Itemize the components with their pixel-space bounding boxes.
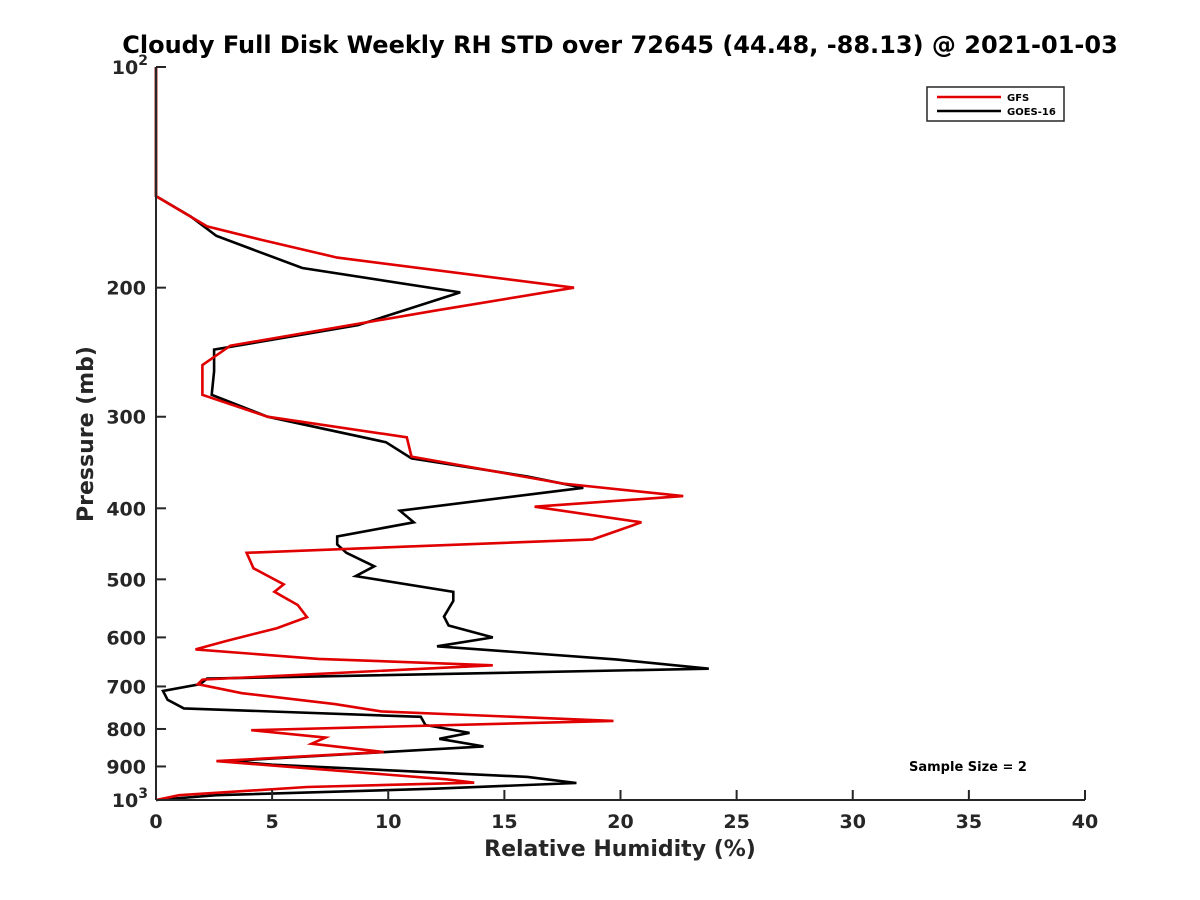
legend-box: [926, 86, 1065, 122]
y-tick-label: 600: [106, 627, 146, 649]
y-tick-label: 800: [106, 719, 146, 741]
legend: GFS GOES-16: [926, 86, 1065, 122]
series-line-goes-16: [154, 67, 709, 802]
series-line-gfs: [154, 67, 684, 802]
y-tick-label: 103: [112, 786, 148, 812]
sample-size-annotation: Sample Size = 2: [909, 760, 1027, 775]
y-tick-label: 900: [106, 756, 146, 778]
y-axis-label: Pressure (mb): [74, 346, 99, 522]
x-tick-label: 25: [723, 811, 749, 833]
y-tick-label: 400: [106, 498, 146, 520]
plot-series: [154, 67, 709, 802]
y-tick-label: 700: [106, 676, 146, 698]
y-tick-label: 300: [106, 407, 146, 429]
x-tick-label: 30: [840, 811, 866, 833]
x-tick-label: 40: [1072, 811, 1098, 833]
x-tick-label: 5: [266, 811, 279, 833]
axes: 0 5 10 15 20 25 30 35 40 102 200 300 400 500 600 700 800…: [106, 53, 1098, 833]
y-tick-label: 200: [106, 278, 146, 300]
legend-label: GOES-16: [1007, 107, 1056, 118]
x-tick-label: 10: [375, 811, 401, 833]
x-tick-label: 0: [149, 811, 162, 833]
x-tick-label: 35: [956, 811, 982, 833]
x-tick-label: 20: [607, 811, 633, 833]
x-tick-label: 15: [491, 811, 517, 833]
y-tick-label: 102: [112, 53, 148, 79]
x-axis-label: Relative Humidity (%): [484, 837, 756, 862]
y-tick-label: 500: [106, 569, 146, 591]
legend-label: GFS: [1007, 93, 1029, 104]
chart-title: Cloudy Full Disk Weekly RH STD over 7264…: [122, 31, 1118, 59]
